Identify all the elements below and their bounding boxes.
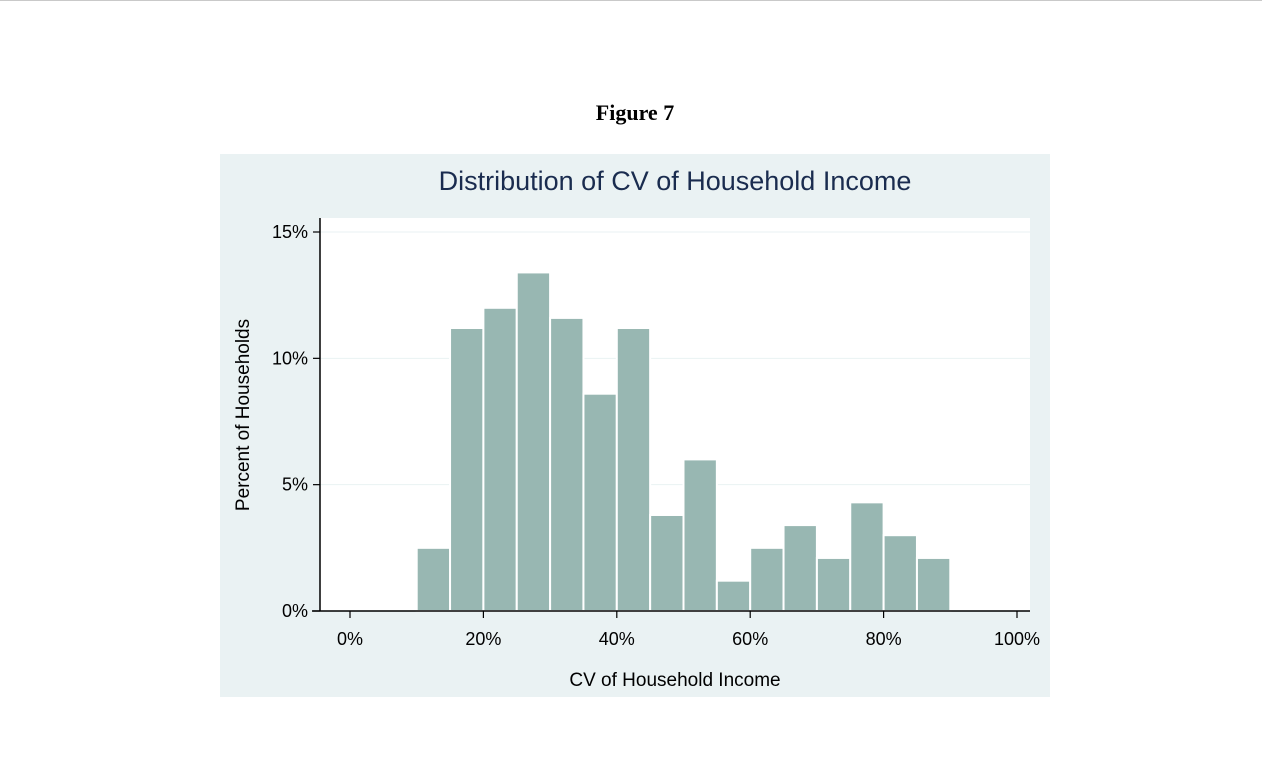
- histogram-bar: [549, 316, 585, 612]
- histogram-bar: [849, 501, 885, 612]
- y-axis-ticks: 0% 5% 10% 15%: [272, 222, 320, 621]
- histogram-bar: [649, 513, 685, 612]
- y-tick-label: 5%: [282, 475, 308, 495]
- histogram-bar: [882, 534, 918, 613]
- histogram-bar: [449, 327, 485, 612]
- y-tick-label: 0%: [282, 601, 308, 621]
- axes: [312, 218, 1030, 612]
- histogram-bar: [815, 556, 852, 613]
- y-axis-label: Percent of Households: [233, 319, 254, 511]
- top-rule: [0, 0, 1262, 1]
- histogram-bar: [415, 546, 452, 613]
- histogram-bar: [615, 327, 652, 612]
- chart-title: Distribution of CV of Household Income: [439, 166, 912, 196]
- histogram-chart: Distribution of CV of Household Income 0…: [233, 166, 1040, 691]
- y-tick-label: 10%: [272, 348, 308, 368]
- x-tick-label: 60%: [732, 629, 768, 649]
- chart-panel: Distribution of CV of Household Income 0…: [220, 154, 1050, 697]
- x-tick-label: 100%: [994, 629, 1040, 649]
- histogram-bars: [415, 271, 952, 613]
- histogram-bar: [482, 306, 518, 613]
- histogram-bar: [915, 556, 952, 613]
- histogram-bar: [749, 546, 785, 613]
- histogram-bar: [782, 524, 818, 612]
- x-tick-label: 40%: [599, 629, 635, 649]
- histogram-bar: [682, 458, 718, 612]
- figure-caption: Figure 7: [595, 100, 675, 125]
- gridlines: [320, 231, 1030, 486]
- y-tick-label: 15%: [272, 222, 308, 242]
- x-axis-label: CV of Household Income: [569, 670, 780, 691]
- histogram-bar: [715, 579, 752, 612]
- histogram-bar: [582, 392, 618, 612]
- x-tick-label: 80%: [866, 629, 902, 649]
- x-axis-ticks: 0% 20% 40% 60% 80% 100%: [337, 611, 1040, 649]
- x-tick-label: 0%: [337, 629, 363, 649]
- histogram-bar: [515, 271, 552, 612]
- x-tick-label: 20%: [465, 629, 501, 649]
